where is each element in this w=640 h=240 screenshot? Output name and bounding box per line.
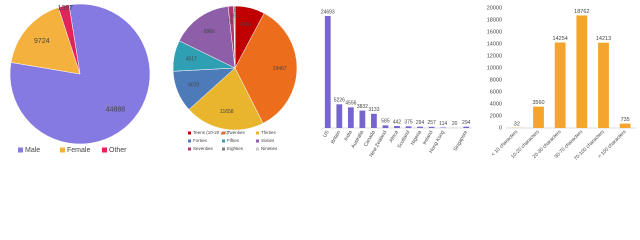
legend-label: Fifties [227,138,240,143]
value-label: 257 [427,120,436,126]
bar [428,126,435,128]
y-tick-label: 2000 [490,113,502,119]
legend-label: Teens (10-20 yrs) [193,130,229,135]
legend-swatch [188,147,191,151]
y-tick-label: 8000 [490,77,502,83]
legend-label: Female [67,147,90,154]
x-tick-label: Africa [388,129,400,143]
y-tick-label: 10000 [487,65,502,71]
pie-slice [188,67,264,131]
value-label: 3560 [532,100,544,106]
value-label: 11658 [220,109,234,115]
pie-slice [58,4,81,75]
value-label: 24693 [321,9,335,15]
bar [382,125,389,128]
y-tick-label: 6000 [490,89,502,95]
legend-swatch [188,131,191,135]
value-label: 793 [227,19,236,25]
value-label: 44888 [106,107,126,114]
value-label: 294 [462,120,471,126]
value-label: 8966 [204,29,215,35]
bar [347,107,354,128]
pie-slice [178,6,236,69]
legend-label: Eighties [227,146,244,151]
value-label: 6070 [188,82,199,88]
legend-label: Sixties [261,138,275,143]
bar [598,42,609,128]
value-label: 32 [514,121,520,127]
value-label: 20 [452,121,458,127]
page: {"chart_data":[ {"type":"pie","categorie… [9,3,636,162]
bar [324,16,331,128]
value-label: 1397 [58,5,74,12]
bar [533,106,544,128]
bar [417,126,423,128]
y-tick-label: 0 [499,125,502,131]
x-tick-label: US [322,129,331,139]
legend-label: Twenties [227,130,246,135]
legend-swatch [60,147,65,153]
bar [371,113,377,128]
legend-swatch [188,139,191,143]
value-label: 294 [416,120,425,126]
y-tick-label: 12000 [487,53,502,59]
bar [394,125,400,128]
legend-label: Male [25,147,40,154]
bar [405,126,412,128]
value-label: 3133 [368,107,379,113]
value-label: 4364 [240,22,251,28]
value-label: 14254 [553,36,568,42]
y-tick-label: 4000 [490,101,502,107]
value-label: 735 [621,117,630,123]
bar [576,15,588,128]
value-label: 114 [439,121,447,127]
value-label: 4517 [186,56,197,62]
legend-label: Thirties [261,130,277,135]
value-label: 9724 [34,38,50,45]
value-label: 3832 [357,104,368,110]
bar [336,104,343,128]
value-label: 19467 [273,66,287,72]
legend-swatch [18,147,23,153]
legend-label: Other [109,147,127,154]
legend-label: Nineties [261,146,278,151]
bar [463,126,470,128]
value-label: 8 [234,7,237,13]
bar [359,110,366,128]
y-tick-label: 18000 [487,17,502,23]
y-tick-label: 20000 [487,5,502,11]
y-tick-label: 14000 [487,41,502,47]
bar [619,123,631,128]
value-label: 375 [404,120,413,126]
value-label: 194 [230,13,239,19]
legend-label: Forties [193,138,208,143]
bar [554,42,566,129]
legend-swatch [256,139,259,143]
pie-slice [234,12,298,124]
value-label: 442 [393,119,402,125]
x-tick-label: India [343,129,354,142]
y-tick-label: 16000 [487,29,502,35]
x-tick-label: Singapore [453,129,470,152]
bar [440,127,447,128]
legend-swatch [222,147,225,151]
legend-label: Seventies [193,146,214,151]
legend-swatch [256,147,259,151]
value-label: 14213 [596,36,611,42]
value-label: 5226 [334,98,345,104]
value-label: 18762 [574,9,589,15]
x-tick-label: Nigeria [410,129,423,146]
x-tick-label: Britain [330,129,342,144]
legend-swatch [222,131,225,135]
value-label: 585 [381,119,390,125]
legend-swatch [256,131,259,135]
pie-slice [10,7,81,75]
figure: 44888 9724 1397 Male Female Other 4364 19467 116… [9,3,636,162]
legend-swatch [102,147,107,153]
value-label: 4556 [345,101,356,107]
legend-swatch [222,139,225,143]
